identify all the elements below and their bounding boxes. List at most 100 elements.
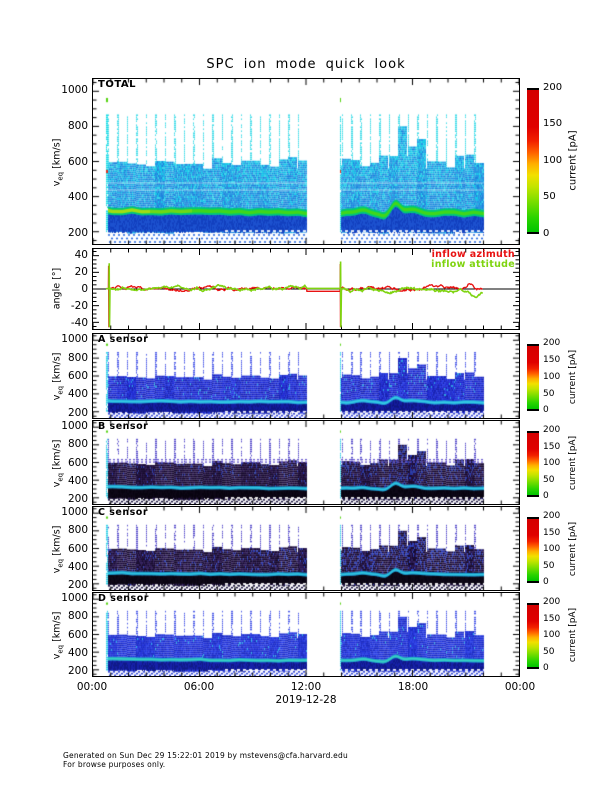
legend-label-azimuth: inflow azimuth <box>431 249 515 260</box>
x-tick-label: 12:00 <box>290 681 322 693</box>
y-tick-label: 200 <box>67 406 88 419</box>
colorbar-tick-label: 50 <box>543 474 555 485</box>
y-tick-label: 400 <box>67 646 88 659</box>
colorbar-tick-label: 0 <box>543 491 549 502</box>
y-tick-label: 400 <box>67 191 88 204</box>
y-tick-label: 600 <box>67 456 88 469</box>
legend-label-attitude: inflow attitude <box>431 259 515 270</box>
y-tick-label: 600 <box>67 628 88 641</box>
colorbar-tick-label: 150 <box>543 355 561 366</box>
colorbar-title: current [pA] <box>568 349 578 404</box>
footer-line-1: Generated on Sun Dec 29 15:22:01 2019 by… <box>63 751 348 760</box>
y-tick-label: 1000 <box>61 506 88 519</box>
colorbar-tick-label: 100 <box>543 544 561 555</box>
colorbar-tick-label: 0 <box>543 405 549 416</box>
panel-label-a: A sensor <box>98 334 149 345</box>
colorbar-tick-label: 200 <box>543 597 561 608</box>
colorbar-tick-label: 200 <box>543 81 563 93</box>
footer-line-2: For browse purposes only. <box>63 760 166 769</box>
y-tick-label: -40 <box>70 317 88 330</box>
y-tick-label: 1000 <box>61 420 88 433</box>
panel-angle: inflow azimuth inflow attitude <box>92 248 520 330</box>
y-axis-title-angle: angle [°] <box>51 267 63 310</box>
y-tick-label: 200 <box>67 226 88 239</box>
panel-c: C sensor <box>92 506 520 591</box>
x-tick-label: 00:00 <box>504 681 536 693</box>
colorbar-tick-label: 50 <box>543 388 555 399</box>
colorbar-total <box>527 88 539 234</box>
panel-label-c: C sensor <box>98 507 149 518</box>
colorbar-d <box>527 603 539 669</box>
colorbar-title: current [pA] <box>568 607 578 663</box>
panel-d: D sensor <box>92 592 520 677</box>
y-tick-label: 400 <box>67 474 88 487</box>
x-tick-label: 00:00 <box>76 681 108 693</box>
colorbar-tick-label: 50 <box>543 191 556 203</box>
date-label: 2019-12-28 <box>275 694 337 706</box>
colorbar-b <box>527 431 539 497</box>
colorbar-tick-label: 150 <box>543 441 561 452</box>
y-tick-label: 600 <box>67 542 88 555</box>
y-tick-label: 800 <box>67 524 88 537</box>
angle-plot <box>93 249 519 329</box>
spectrogram-canvas-c <box>93 507 519 590</box>
colorbar-tick-label: 200 <box>543 425 561 436</box>
y-tick-label: 400 <box>67 560 88 573</box>
y-tick-label: 800 <box>67 119 88 132</box>
colorbar-tick-label: 50 <box>543 560 555 571</box>
colorbar-tick-label: 150 <box>543 118 563 130</box>
x-tick-label: 18:00 <box>397 681 429 693</box>
y-tick-label: 1000 <box>61 592 88 605</box>
colorbar-tick-label: 100 <box>543 154 563 166</box>
y-tick-label: 400 <box>67 388 88 401</box>
spectrogram-canvas-total <box>93 79 519 244</box>
panel-a: A sensor <box>92 333 520 419</box>
y-tick-label: 200 <box>67 664 88 677</box>
colorbar-tick-label: 50 <box>543 646 555 657</box>
y-tick-label: 40 <box>74 248 88 261</box>
y-tick-label: 1000 <box>61 333 88 346</box>
plot-title: SPC ion mode quick look <box>206 57 406 72</box>
footer: Generated on Sun Dec 29 15:22:01 2019 by… <box>63 751 348 769</box>
y-tick-label: 200 <box>67 492 88 505</box>
colorbar-tick-label: 200 <box>543 511 561 522</box>
angle-series-azimuth <box>106 263 483 328</box>
colorbar-tick-label: 200 <box>543 338 561 349</box>
y-tick-label: 0 <box>81 283 88 295</box>
colorbar-title: current [pA] <box>568 435 578 491</box>
colorbar-tick-label: 0 <box>543 577 549 588</box>
y-axis-title-veq: veq [km/s] <box>51 611 65 659</box>
panel-b: B sensor <box>92 420 520 505</box>
x-tick-label: 06:00 <box>183 681 215 693</box>
spectrogram-canvas-d <box>93 593 519 676</box>
y-tick-label: 1000 <box>61 84 88 97</box>
colorbar-a <box>527 344 539 411</box>
angle-legend: inflow azimuth inflow attitude <box>431 250 515 270</box>
angle-series-attitude <box>106 261 483 328</box>
panel-label-b: B sensor <box>98 421 149 432</box>
colorbar-title: current [pA] <box>567 130 579 191</box>
y-tick-label: 800 <box>67 438 88 451</box>
y-tick-label: 800 <box>67 351 88 364</box>
spectrogram-canvas-a <box>93 334 519 418</box>
colorbar-tick-label: 100 <box>543 458 561 469</box>
y-tick-label: 800 <box>67 610 88 623</box>
spectrogram-canvas-b <box>93 421 519 504</box>
y-tick-label: 600 <box>67 155 88 168</box>
panel-total: TOTAL <box>92 78 520 245</box>
colorbar-tick-label: 0 <box>543 227 550 239</box>
colorbar-c <box>527 517 539 583</box>
y-tick-label: 20 <box>74 265 88 278</box>
colorbar-tick-label: 150 <box>543 527 561 538</box>
panel-label-d: D sensor <box>98 593 149 604</box>
colorbar-tick-label: 150 <box>543 613 561 624</box>
colorbar-tick-label: 100 <box>543 371 561 382</box>
y-tick-label: 200 <box>67 578 88 591</box>
colorbar-tick-label: 0 <box>543 663 549 674</box>
colorbar-title: current [pA] <box>568 521 578 577</box>
colorbar-tick-label: 100 <box>543 630 561 641</box>
panel-label-total: TOTAL <box>98 79 136 90</box>
y-tick-label: -20 <box>70 300 88 313</box>
y-tick-label: 600 <box>67 370 88 382</box>
